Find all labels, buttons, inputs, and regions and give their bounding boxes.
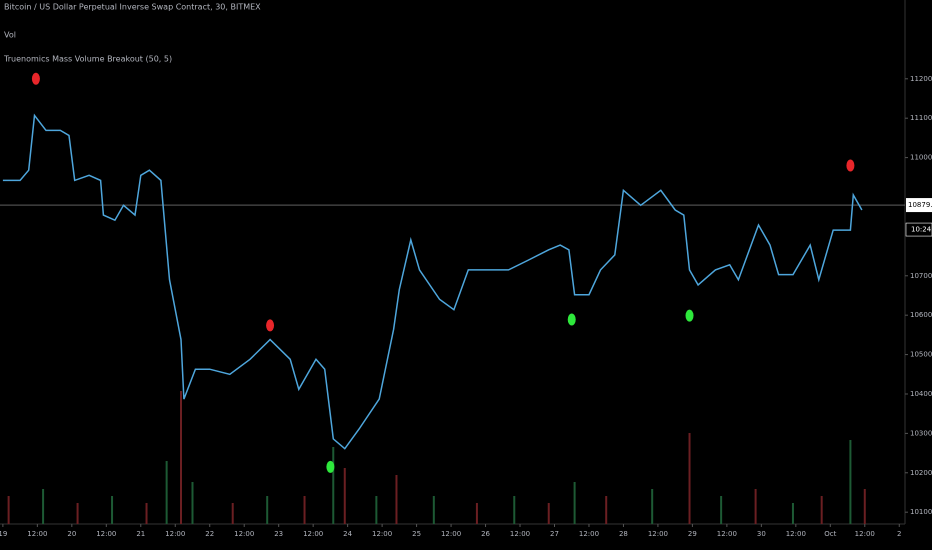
x-tick-label: 12:00 xyxy=(441,530,461,538)
x-tick-label: 21 xyxy=(136,530,145,538)
x-tick-label: 30 xyxy=(757,530,766,538)
signal-dot xyxy=(846,159,855,172)
signal-dot xyxy=(567,313,576,326)
x-tick-label: 28 xyxy=(619,530,628,538)
volume-bar xyxy=(605,496,608,524)
volume-bar xyxy=(432,496,435,524)
volume-bar xyxy=(573,482,576,524)
chart-title: Bitcoin / US Dollar Perpetual Inverse Sw… xyxy=(4,3,261,12)
volume-bar xyxy=(547,503,550,524)
volume-bar xyxy=(332,447,335,524)
y-tick-label: 10300.0 xyxy=(910,429,932,437)
x-tick-label: 12:00 xyxy=(717,530,737,538)
volume-bar xyxy=(165,461,168,524)
volume-bar xyxy=(343,468,346,524)
volume-bar xyxy=(720,496,723,524)
indicator-label: Vol xyxy=(4,31,16,40)
x-tick-label: 19 xyxy=(0,530,7,538)
x-tick-label: 12:00 xyxy=(510,530,530,538)
volume-bar xyxy=(820,496,823,524)
x-tick-label: 27 xyxy=(550,530,559,538)
x-tick-label: Oct xyxy=(824,530,836,538)
volume-bar xyxy=(180,391,182,524)
x-tick-label: 12:00 xyxy=(855,530,875,538)
x-tick-label: 12:00 xyxy=(579,530,599,538)
x-tick-label: 2 xyxy=(897,530,901,538)
y-tick-label: 11100.0 xyxy=(910,114,932,122)
volume-bar xyxy=(7,496,10,524)
y-tick-label: 10100.0 xyxy=(910,508,932,516)
x-tick-label: 12:00 xyxy=(234,530,254,538)
y-tick-label: 10700.0 xyxy=(910,272,932,280)
volume-bar xyxy=(395,475,398,524)
volume-bar xyxy=(191,482,194,524)
signal-dot xyxy=(326,460,335,473)
volume-bar xyxy=(266,496,269,524)
x-tick-label: 25 xyxy=(412,530,421,538)
volume-bar xyxy=(145,503,148,524)
volume-bar xyxy=(688,433,691,524)
volume-bar xyxy=(863,489,866,524)
x-tick-label: 26 xyxy=(481,530,490,538)
signal-dot xyxy=(31,72,40,85)
countdown-label: 10:24 xyxy=(911,226,932,234)
volume-bar xyxy=(42,489,45,524)
x-tick-label: 12:00 xyxy=(303,530,323,538)
volume-bar xyxy=(754,489,757,524)
volume-bar xyxy=(303,496,306,524)
last-price-label: 10879.5 xyxy=(908,201,932,209)
volume-bar xyxy=(375,496,378,524)
x-tick-label: 23 xyxy=(274,530,283,538)
volume-bar xyxy=(76,503,79,524)
x-tick-label: 12:00 xyxy=(96,530,116,538)
x-tick-label: 12:00 xyxy=(27,530,47,538)
x-tick-label: 12:00 xyxy=(165,530,185,538)
indicator-label: Truenomics Mass Volume Breakout (50, 5) xyxy=(3,55,172,64)
signal-dot xyxy=(685,309,694,322)
volume-bar xyxy=(651,489,654,524)
x-tick-label: 29 xyxy=(688,530,697,538)
volume-bar xyxy=(849,440,852,524)
volume-bar xyxy=(231,503,234,524)
last-price-box xyxy=(906,198,932,213)
signal-dot xyxy=(266,319,275,332)
countdown-box xyxy=(905,222,932,237)
y-tick-label: 10600.0 xyxy=(910,311,932,319)
y-tick-label: 10400.0 xyxy=(910,390,932,398)
x-tick-label: 12:00 xyxy=(786,530,806,538)
y-tick-label: 10500.0 xyxy=(910,351,932,359)
price-line xyxy=(2,113,863,450)
x-tick-label: 12:00 xyxy=(648,530,668,538)
x-tick-label: 24 xyxy=(343,530,352,538)
x-tick-label: 20 xyxy=(67,530,76,538)
y-tick-label: 11200.0 xyxy=(910,75,932,83)
volume-bar xyxy=(791,503,794,524)
volume-bar xyxy=(475,503,478,524)
x-tick-label: 22 xyxy=(205,530,214,538)
volume-bar xyxy=(111,496,114,524)
y-tick-label: 11000.0 xyxy=(910,154,932,162)
y-tick-label: 10200.0 xyxy=(910,469,932,477)
volume-bar xyxy=(513,496,516,524)
x-tick-label: 12:00 xyxy=(372,530,392,538)
